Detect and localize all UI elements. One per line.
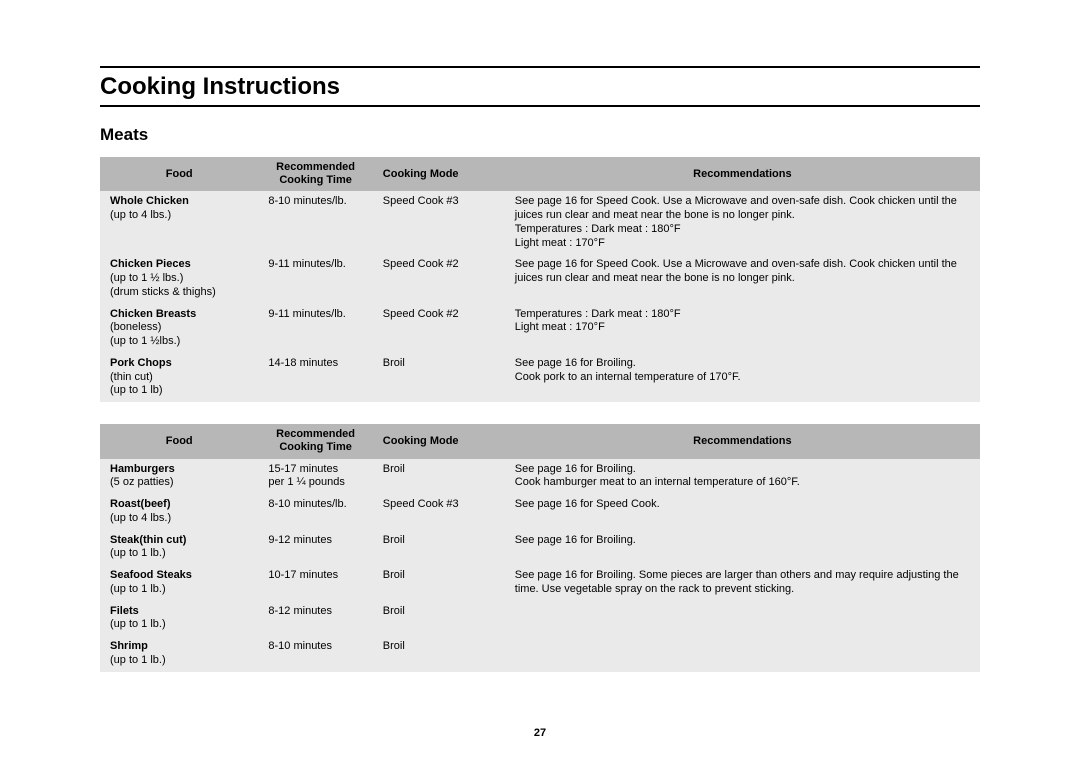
mode-cell: Speed Cook #2 <box>373 304 505 353</box>
food-name: Steak(thin cut) <box>110 534 186 546</box>
food-name: Hamburgers <box>110 463 175 475</box>
recommendation-cell: See page 16 for Broiling. Cook pork to a… <box>505 353 980 402</box>
food-cell: Pork Chops (thin cut) (up to 1 lb) <box>100 353 258 402</box>
table-row: Roast(beef) (up to 4 lbs.) 8-10 minutes/lb… <box>100 494 980 530</box>
time-cell: 9-11 minutes/lb. <box>258 304 372 353</box>
time-cell: 8-10 minutes <box>258 636 372 672</box>
header-mode: Cooking Mode <box>373 424 505 458</box>
meats-table-1: Food Recommended Cooking Time Cooking Mo… <box>100 157 980 402</box>
food-sub: (up to 4 lbs.) <box>110 512 248 526</box>
mode-cell: Speed Cook #3 <box>373 494 505 530</box>
table-header-row: Food Recommended Cooking Time Cooking Mo… <box>100 157 980 191</box>
page-number: 27 <box>0 727 1080 739</box>
header-mode: Cooking Mode <box>373 157 505 191</box>
table-row: Steak(thin cut)(up to 1 lb.)9-12 minutes… <box>100 530 980 566</box>
header-rec: Recommendations <box>505 157 980 191</box>
mode-cell: Broil <box>373 459 505 495</box>
food-name: Seafood Steaks <box>110 569 192 581</box>
mode-cell: Speed Cook #2 <box>373 254 505 303</box>
food-cell: Hamburgers(5 oz patties) <box>100 459 258 495</box>
table-row: Chicken Breasts(boneless) (up to 1 ½lbs.… <box>100 304 980 353</box>
food-cell: Chicken Breasts(boneless) (up to 1 ½lbs.… <box>100 304 258 353</box>
food-sub: (up to 1 lb.) <box>110 547 248 561</box>
meats-table-2: Food Recommended Cooking Time Cooking Mo… <box>100 424 980 671</box>
food-sub: (up to 4 lbs.) <box>110 209 248 223</box>
time-cell: 8-12 minutes <box>258 601 372 637</box>
food-name: Filets <box>110 605 139 617</box>
header-rec: Recommendations <box>505 424 980 458</box>
time-cell: 15-17 minutes per 1 ¼ pounds <box>258 459 372 495</box>
mode-cell: Broil <box>373 601 505 637</box>
table-1-wrap: Food Recommended Cooking Time Cooking Mo… <box>100 157 980 402</box>
food-name: Chicken Breasts <box>110 308 196 320</box>
food-sub: (up to 1 lb.) <box>110 583 248 597</box>
table-row: Hamburgers(5 oz patties)15-17 minutes pe… <box>100 459 980 495</box>
recommendation-cell: Temperatures : Dark meat : 180°F Light m… <box>505 304 980 353</box>
mode-cell: Broil <box>373 353 505 402</box>
food-cell: Roast(beef) (up to 4 lbs.) <box>100 494 258 530</box>
food-sub: (up to 1 lb.) <box>110 618 248 632</box>
time-cell: 14-18 minutes <box>258 353 372 402</box>
food-cell: Chicken Pieces (up to 1 ½ lbs.) (drum sti… <box>100 254 258 303</box>
table-2-wrap: Food Recommended Cooking Time Cooking Mo… <box>100 424 980 671</box>
table-row: Whole Chicken (up to 4 lbs.) 8-10 minutes/… <box>100 191 980 254</box>
mode-cell: Broil <box>373 565 505 601</box>
recommendation-cell <box>505 636 980 672</box>
recommendation-cell <box>505 601 980 637</box>
header-time: Recommended Cooking Time <box>258 424 372 458</box>
header-food: Food <box>100 157 258 191</box>
mode-cell: Speed Cook #3 <box>373 191 505 254</box>
food-cell: Filets(up to 1 lb.) <box>100 601 258 637</box>
table-row: Shrimp (up to 1 lb.) 8-10 minutesBroil <box>100 636 980 672</box>
header-food: Food <box>100 424 258 458</box>
time-cell: 9-11 minutes/lb. <box>258 254 372 303</box>
table-row: Chicken Pieces (up to 1 ½ lbs.) (drum sti… <box>100 254 980 303</box>
food-name: Shrimp <box>110 640 148 652</box>
food-sub: (boneless) (up to 1 ½lbs.) <box>110 321 248 349</box>
top-rule <box>100 66 980 68</box>
time-cell: 9-12 minutes <box>258 530 372 566</box>
food-name: Roast(beef) <box>110 498 171 510</box>
food-name: Whole Chicken <box>110 195 189 207</box>
table-header-row: Food Recommended Cooking Time Cooking Mo… <box>100 424 980 458</box>
time-cell: 8-10 minutes/lb. <box>258 191 372 254</box>
recommendation-cell: See page 16 for Broiling. Some pieces ar… <box>505 565 980 601</box>
recommendation-cell: See page 16 for Broiling. Cook hamburger… <box>505 459 980 495</box>
recommendation-cell: See page 16 for Speed Cook. Use a Microw… <box>505 191 980 254</box>
header-time: Recommended Cooking Time <box>258 157 372 191</box>
food-cell: Steak(thin cut)(up to 1 lb.) <box>100 530 258 566</box>
time-cell: 10-17 minutes <box>258 565 372 601</box>
mode-cell: Broil <box>373 530 505 566</box>
time-cell: 8-10 minutes/lb. <box>258 494 372 530</box>
food-name: Pork Chops <box>110 357 172 369</box>
food-name: Chicken Pieces <box>110 258 191 270</box>
table-row: Pork Chops (thin cut) (up to 1 lb) 14-18 m… <box>100 353 980 402</box>
section-heading: Meats <box>100 125 980 145</box>
page-content: Cooking Instructions Meats Food Recommen… <box>0 0 1080 714</box>
bottom-rule <box>100 105 980 107</box>
table-row: Seafood Steaks (up to 1 lb.) 10-17 minutes… <box>100 565 980 601</box>
recommendation-cell: See page 16 for Speed Cook. Use a Microw… <box>505 254 980 303</box>
recommendation-cell: See page 16 for Speed Cook. <box>505 494 980 530</box>
table-row: Filets(up to 1 lb.)8-12 minutesBroil <box>100 601 980 637</box>
food-sub: (5 oz patties) <box>110 476 248 490</box>
mode-cell: Broil <box>373 636 505 672</box>
food-sub: (thin cut) (up to 1 lb) <box>110 371 248 399</box>
food-cell: Seafood Steaks (up to 1 lb.) <box>100 565 258 601</box>
food-sub: (up to 1 ½ lbs.) (drum sticks & thighs) <box>110 272 248 300</box>
recommendation-cell: See page 16 for Broiling. <box>505 530 980 566</box>
page-title: Cooking Instructions <box>100 71 980 105</box>
food-cell: Whole Chicken (up to 4 lbs.) <box>100 191 258 254</box>
food-sub: (up to 1 lb.) <box>110 654 248 668</box>
food-cell: Shrimp (up to 1 lb.) <box>100 636 258 672</box>
